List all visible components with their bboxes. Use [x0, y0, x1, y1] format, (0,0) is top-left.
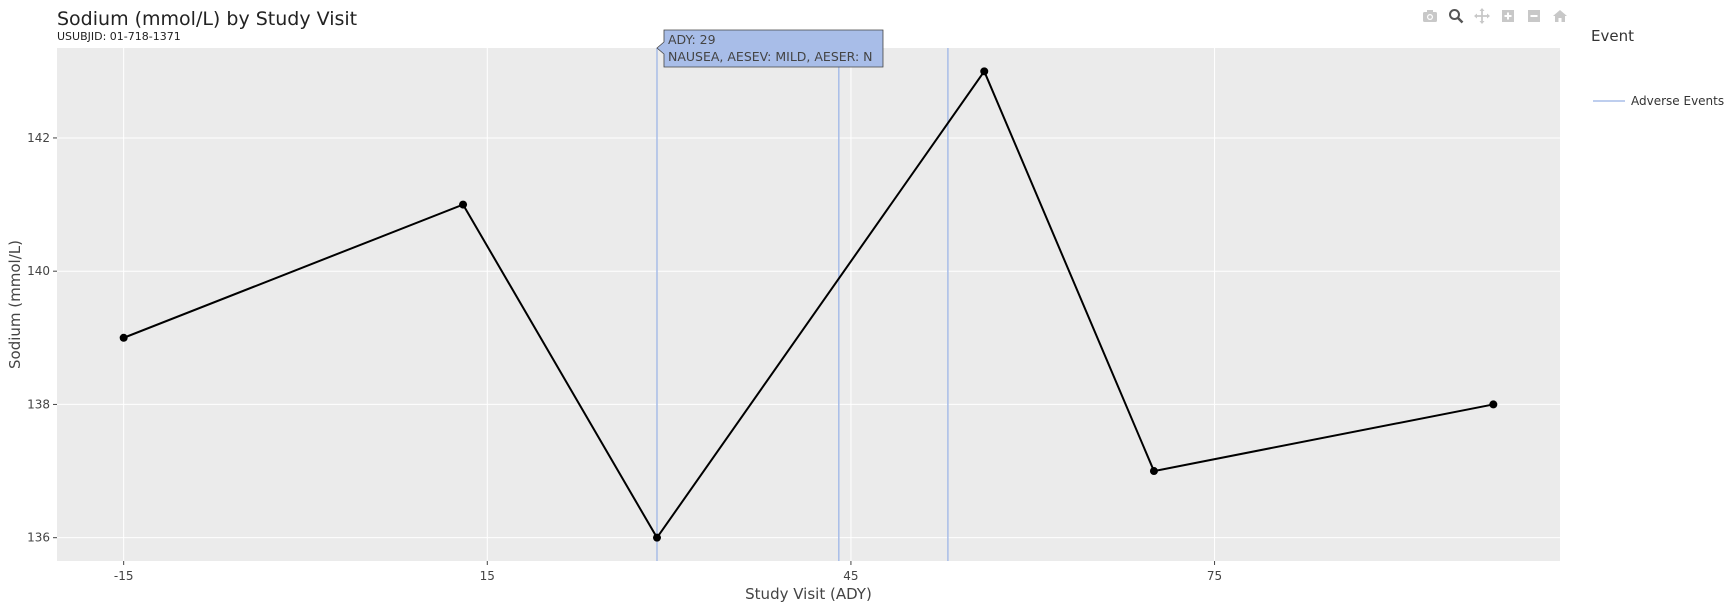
data-point — [980, 67, 989, 76]
tooltip-box — [656, 29, 884, 68]
x-tick-label: -15 — [114, 569, 134, 583]
chart-subtitle: USUBJID: 01-718-1371 — [57, 30, 181, 43]
y-axis-title: Sodium (mmol/L) — [6, 240, 24, 369]
data-point — [652, 533, 661, 542]
adverse-event-lines — [656, 48, 949, 561]
data-point — [459, 200, 468, 209]
hover-tooltip: ADY: 29 NAUSEA, AESEV: MILD, AESER: N — [656, 29, 884, 68]
zoom-icon[interactable] — [1445, 6, 1467, 26]
y-tick-label: 138 — [27, 397, 50, 411]
data-point — [1149, 467, 1158, 476]
chart-title: Sodium (mmol/L) by Study Visit — [57, 8, 357, 30]
x-axis-title: Study Visit (ADY) — [745, 585, 872, 603]
y-tick-label: 140 — [27, 264, 50, 278]
x-tick-label: 45 — [843, 569, 858, 583]
legend-title: Event — [1591, 27, 1634, 45]
data-point — [1489, 400, 1498, 409]
modebar — [1419, 6, 1571, 26]
x-tick-label: 75 — [1207, 569, 1222, 583]
pan-icon[interactable] — [1471, 6, 1493, 26]
y-tick-label: 136 — [27, 531, 50, 545]
data-point — [119, 333, 128, 342]
plot-area[interactable] — [57, 48, 1560, 561]
sodium-series — [119, 67, 1498, 542]
zoom-out-icon[interactable] — [1523, 6, 1545, 26]
zoom-in-icon[interactable] — [1497, 6, 1519, 26]
legend-item-adverse-events[interactable]: Adverse Events — [1631, 94, 1724, 108]
home-icon[interactable] — [1549, 6, 1571, 26]
axis-ticks: -15 15 45 75 136 138 140 142 — [27, 131, 1222, 583]
x-tick-label: 15 — [480, 569, 495, 583]
camera-icon[interactable] — [1419, 6, 1441, 26]
series-line — [123, 69, 1494, 540]
gridlines — [57, 48, 1560, 561]
y-tick-label: 142 — [27, 131, 50, 145]
tooltip-line-1: ADY: 29 — [668, 32, 716, 47]
tooltip-line-2: NAUSEA, AESEV: MILD, AESER: N — [668, 49, 873, 64]
legend: Event Adverse Events — [1591, 27, 1724, 108]
